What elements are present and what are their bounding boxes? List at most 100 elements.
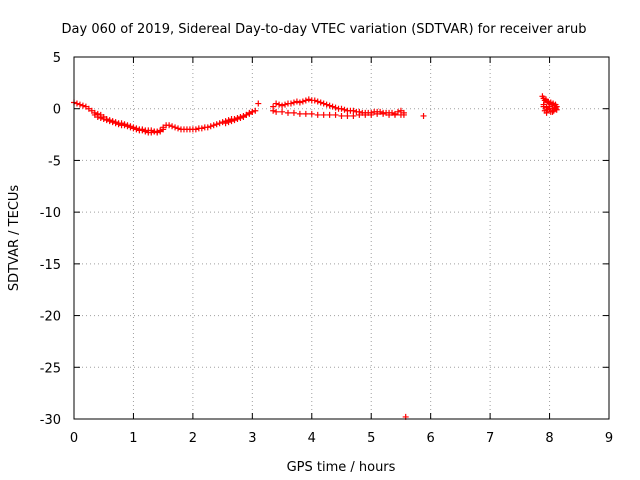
data-point: [210, 122, 217, 129]
chart-title: Day 060 of 2019, Sidereal Day-to-day VTE…: [62, 22, 587, 37]
data-point: [302, 110, 309, 117]
data-point: [130, 125, 137, 132]
data-point: [234, 116, 241, 123]
data-point: [219, 119, 226, 126]
data-point: [112, 120, 119, 127]
data-point: [246, 109, 253, 116]
x-tick-label: 3: [248, 431, 256, 446]
plot-frame: [73, 56, 610, 420]
series-arc-2-low-branch: [270, 107, 407, 119]
y-tick-label: -5: [48, 154, 61, 169]
data-point: [305, 96, 312, 103]
series-outliers: [402, 112, 427, 420]
data-point: [350, 112, 357, 119]
data-point: [326, 102, 333, 109]
data-point: [302, 97, 309, 104]
data-point: [356, 111, 363, 118]
data-point: [323, 101, 330, 108]
data-point: [314, 111, 321, 118]
data-point: [308, 110, 315, 117]
data-point: [204, 124, 211, 131]
data-point: [296, 99, 303, 106]
data-point: [148, 129, 155, 136]
data-point: [314, 98, 321, 105]
data-point: [213, 121, 220, 128]
data-point: [329, 103, 336, 110]
data-point: [290, 109, 297, 116]
x-tick-label: 1: [129, 431, 137, 446]
data-point: [293, 98, 300, 105]
data-point: [273, 100, 280, 107]
data-point: [392, 111, 398, 118]
y-tick-label: -20: [40, 310, 61, 325]
data-point: [273, 108, 280, 115]
data-point: [100, 116, 107, 123]
data-point: [160, 126, 167, 133]
data-point: [249, 108, 256, 115]
data-point: [73, 100, 80, 107]
data-point: [79, 102, 86, 109]
data-point: [320, 111, 327, 118]
data-point: [290, 99, 297, 106]
series-arc-1-low-branch: [91, 111, 167, 136]
y-tick-label: 0: [53, 103, 61, 118]
x-tick-label: 6: [427, 431, 435, 446]
series-arc-3: [539, 93, 560, 116]
data-point: [344, 112, 351, 119]
data-point: [142, 128, 149, 135]
data-point: [287, 100, 294, 107]
data-point: [299, 98, 306, 105]
data-point: [420, 112, 427, 119]
data-point: [124, 123, 131, 130]
data-point: [311, 97, 318, 104]
data-point: [270, 107, 277, 114]
data-point: [115, 121, 122, 128]
data-point: [252, 107, 259, 114]
data-point: [94, 113, 101, 120]
grid-layer: [74, 57, 609, 419]
data-point: [338, 105, 345, 112]
data-point: [216, 120, 223, 127]
data-point: [127, 124, 134, 131]
data-point: [350, 107, 357, 114]
data-point: [106, 118, 113, 125]
data-point: [133, 126, 140, 133]
data-point: [296, 110, 303, 117]
x-tick-label: 4: [308, 431, 316, 446]
data-point: [332, 111, 339, 118]
data-point: [231, 117, 238, 124]
data-point: [139, 127, 146, 134]
series-arc-1-tail: [222, 108, 256, 127]
x-tick-label: 5: [367, 431, 375, 446]
data-point: [154, 129, 161, 136]
data-point: [338, 112, 345, 119]
data-point: [368, 111, 375, 118]
y-axis-label: SDTVAR / TECUs: [7, 185, 22, 292]
data-point: [540, 101, 547, 108]
data-point: [362, 111, 369, 118]
data-point: [552, 105, 559, 112]
data-point: [546, 103, 553, 110]
data-point: [553, 106, 560, 113]
data-point: [400, 111, 407, 118]
data-point: [151, 128, 158, 135]
data-point: [317, 99, 324, 106]
data-point: [279, 108, 286, 115]
x-tick-label: 8: [545, 431, 553, 446]
data-point: [279, 102, 286, 109]
ticks-layer: 0 1 2 3 4 5 6 7 8 9 5 0 -5 -10 -15 -20 -25 -30: [40, 51, 613, 446]
data-point: [228, 118, 235, 125]
data-point: [326, 111, 333, 118]
data-point: [109, 119, 116, 126]
data-point: [285, 109, 291, 116]
y-tick-label: -15: [40, 258, 61, 273]
data-point: [276, 101, 283, 108]
data-point: [121, 122, 128, 129]
data-point: [198, 125, 205, 132]
y-tick-label: -10: [40, 206, 61, 221]
series-arc-2: [255, 96, 407, 117]
y-tick-label: 5: [53, 51, 61, 66]
data-point: [332, 104, 339, 111]
data-point: [192, 126, 199, 133]
